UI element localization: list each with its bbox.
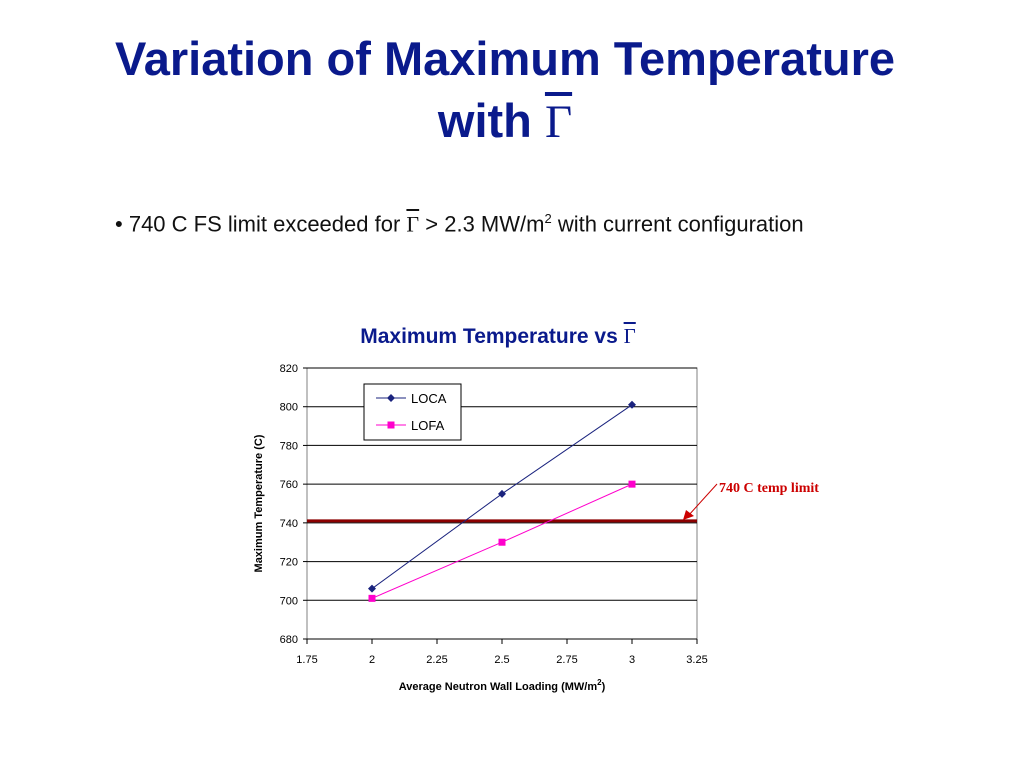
bullet-text-start: 740 C FS limit exceeded for	[128, 211, 401, 237]
x-tick-label: 2.75	[556, 654, 577, 666]
legend-label-loca: LOCA	[411, 391, 447, 406]
data-point-loca	[628, 400, 636, 409]
data-point-lofa	[628, 480, 636, 488]
bullet-superscript: 2	[544, 211, 552, 226]
legend-label-lofa: LOFA	[411, 418, 445, 433]
data-point-lofa	[368, 594, 376, 602]
x-tick-label: 2.5	[494, 654, 509, 666]
y-tick-label: 760	[280, 479, 298, 491]
bullet-gamma-symbol: Γ	[406, 211, 420, 237]
x-tick-label: 2	[369, 654, 375, 666]
x-tick-label: 3.25	[686, 654, 707, 666]
x-tick-label: 2.25	[426, 654, 447, 666]
slide-title-with: with	[437, 94, 532, 147]
bullet-marker: •	[115, 211, 123, 237]
slide-title-line2: with Γ	[0, 90, 1010, 153]
y-tick-label: 800	[280, 402, 298, 414]
y-tick-label: 740	[280, 518, 298, 530]
slide-title-line1: Variation of Maximum Temperature	[114, 32, 896, 85]
chart-title-gamma: Γ	[623, 324, 636, 348]
y-tick-label: 720	[280, 557, 298, 569]
data-point-loca	[498, 489, 506, 498]
data-point-lofa	[498, 538, 506, 546]
y-tick-label: 780	[280, 440, 298, 452]
annotation-arrow-head	[683, 510, 694, 520]
legend-marker-lofa	[387, 421, 395, 429]
gamma-symbol: Γ	[544, 96, 573, 148]
x-tick-label: 1.75	[296, 654, 317, 666]
bullet-text-end: with current configuration	[557, 211, 804, 237]
limit-annotation: 740 C temp limit	[719, 481, 819, 496]
y-tick-label: 700	[280, 595, 298, 607]
slide-title: Variation of Maximum Temperature with Γ	[0, 28, 1010, 153]
data-point-loca	[368, 584, 376, 593]
x-axis-label: Average Neutron Wall Loading (MW/m2)	[399, 678, 606, 693]
y-tick-label: 680	[280, 634, 298, 646]
bullet-text-mid: > 2.3 MW/m	[425, 211, 545, 237]
x-tick-label: 3	[629, 654, 635, 666]
bullet-point: • 740 C FS limit exceeded for Γ > 2.3 MW…	[115, 211, 804, 237]
y-axis-label: Maximum Temperature (C)	[253, 434, 265, 572]
chart-title: Maximum Temperature vs Γ	[0, 324, 996, 349]
legend-box	[363, 383, 462, 441]
y-tick-label: 820	[280, 363, 298, 375]
annotation-arrow-line	[687, 483, 718, 517]
legend-marker-loca	[387, 394, 395, 402]
chart-title-text: Maximum Temperature vs	[360, 325, 618, 348]
